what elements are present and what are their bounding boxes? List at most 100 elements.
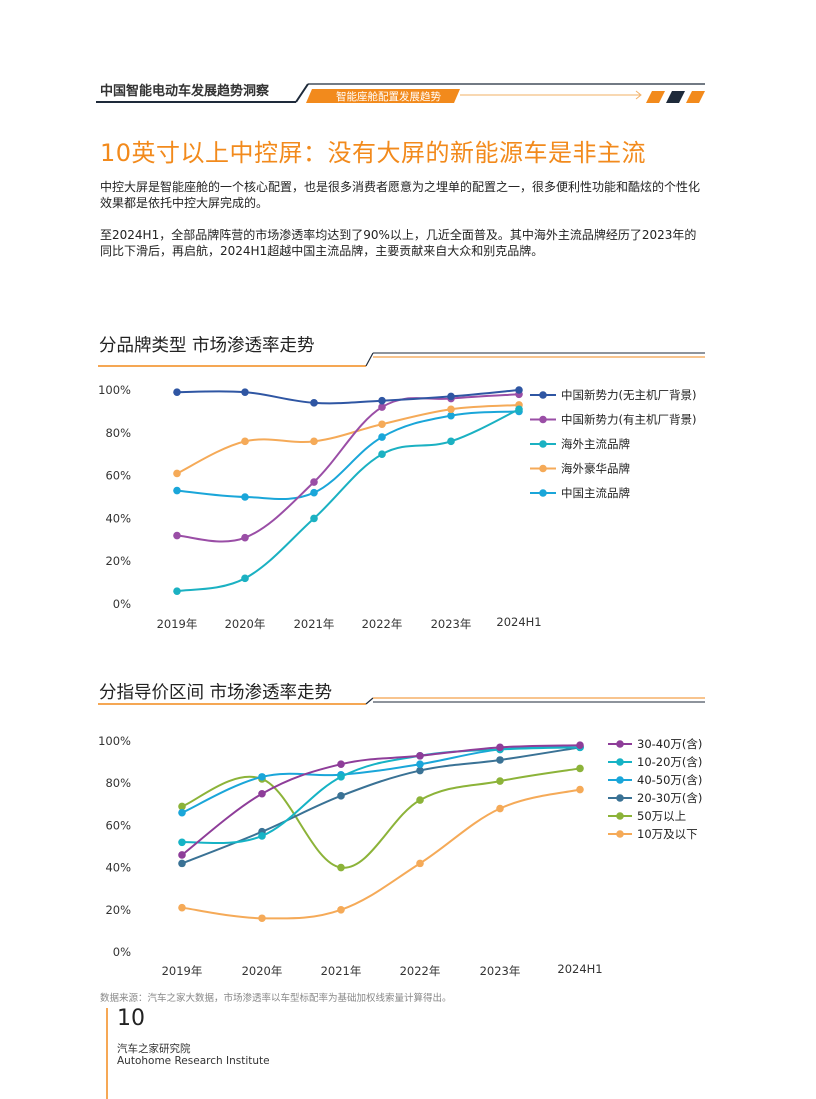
legend-label: 10-20万(含)	[637, 755, 702, 769]
data-point	[447, 411, 455, 420]
data-point	[241, 574, 249, 583]
legend-marker	[616, 740, 624, 748]
data-point	[447, 437, 455, 446]
y-tick-label: 20%	[105, 554, 131, 568]
data-point	[310, 437, 318, 446]
header-decoration	[96, 83, 705, 103]
summary-paragraph: 至2024H1，全部品牌阵营的市场渗透率均达到了90%以上，几近全面普及。其中海…	[100, 228, 697, 258]
data-point	[378, 420, 386, 429]
series-line	[176, 389, 520, 405]
data-point	[515, 405, 523, 414]
legend-marker	[616, 758, 624, 766]
y-tick-label: 20%	[105, 903, 131, 917]
org-name-en: Autohome Research Institute	[117, 1055, 270, 1067]
legend-label: 10万及以下	[637, 827, 698, 841]
x-tick-label: 2024H1	[557, 962, 602, 976]
y-tick-label: 80%	[105, 776, 131, 790]
data-point	[416, 766, 424, 775]
data-point	[310, 488, 318, 497]
legend-label: 中国主流品牌	[561, 486, 630, 500]
y-tick-label: 0%	[113, 597, 131, 611]
data-point	[178, 802, 186, 811]
legend-label: 海外豪华品牌	[561, 462, 630, 476]
data-point	[178, 903, 186, 912]
series-line	[181, 746, 581, 845]
data-point	[258, 914, 266, 923]
x-tick-label: 2021年	[294, 617, 335, 631]
data-point	[241, 493, 249, 501]
legend-marker	[616, 776, 624, 784]
series-line	[176, 408, 520, 593]
data-point	[337, 773, 345, 781]
legend-marker	[616, 794, 624, 802]
x-tick-label: 2020年	[225, 617, 266, 631]
data-point	[496, 743, 504, 752]
data-point	[337, 863, 345, 872]
data-point	[337, 760, 345, 769]
series-line	[176, 403, 520, 475]
legend-label: 海外主流品牌	[561, 437, 630, 451]
chart1-title-underline	[98, 352, 705, 367]
data-point	[378, 403, 386, 411]
data-point	[416, 796, 424, 804]
data-point	[173, 486, 181, 495]
data-point	[258, 832, 266, 840]
data-point	[241, 388, 249, 396]
y-tick-label: 60%	[105, 818, 131, 832]
data-point	[310, 399, 318, 407]
legend-marker	[539, 464, 547, 473]
data-point	[496, 804, 504, 813]
y-tick-label: 60%	[105, 469, 131, 483]
data-point	[241, 533, 249, 542]
chart2-title-underline	[98, 697, 705, 705]
legend-marker	[616, 830, 624, 838]
data-point	[496, 777, 504, 785]
data-point	[576, 764, 584, 773]
data-point	[178, 838, 186, 847]
page-number: 10	[117, 1006, 145, 1031]
data-point	[416, 859, 424, 868]
data-point	[310, 514, 318, 523]
intro-paragraph: 中控大屏是智能座舱的一个核心配置，也是很多消费者愿意为之埋单的配置之一，很多便利…	[100, 180, 701, 210]
stripe-icon	[646, 91, 665, 103]
data-point	[416, 760, 424, 769]
x-tick-label: 2019年	[157, 617, 198, 631]
data-point	[178, 851, 186, 859]
legend-marker	[616, 812, 624, 820]
data-point	[337, 792, 345, 800]
legend-label: 40-50万(含)	[637, 773, 702, 787]
y-tick-label: 40%	[105, 861, 131, 875]
header-tag-shape	[306, 89, 460, 103]
legend-label: 30-40万(含)	[637, 737, 702, 751]
x-tick-label: 2024H1	[496, 615, 541, 629]
x-tick-label: 2021年	[321, 964, 362, 978]
x-tick-label: 2019年	[162, 964, 203, 978]
data-point	[241, 437, 249, 446]
y-tick-label: 100%	[98, 734, 131, 748]
series-line	[181, 788, 581, 920]
legend-label: 中国新势力(有主机厂背景)	[561, 413, 696, 427]
y-tick-label: 0%	[113, 945, 131, 959]
data-point	[576, 785, 584, 794]
x-tick-label: 2023年	[431, 617, 472, 631]
page-title: 10英寸以上中控屏：没有大屏的新能源车是非主流	[100, 139, 647, 167]
source-note: 数据来源：汽车之家大数据，市场渗透率以车型标配率为基础加权线索量计算得出。	[100, 993, 452, 1004]
legend-marker	[539, 391, 547, 399]
y-tick-label: 40%	[105, 511, 131, 525]
header-tag: 智能座舱配置发展趋势	[336, 91, 441, 103]
x-tick-label: 2023年	[480, 964, 521, 978]
x-tick-label: 2020年	[242, 964, 283, 978]
y-tick-label: 100%	[98, 383, 131, 397]
data-point	[496, 756, 504, 764]
legend-label: 50万以上	[637, 809, 686, 823]
data-point	[378, 450, 386, 459]
x-tick-label: 2022年	[362, 617, 403, 631]
data-point	[515, 386, 523, 394]
data-point	[173, 388, 181, 396]
data-point	[447, 392, 455, 401]
org-name-cn: 汽车之家研究院	[117, 1043, 191, 1055]
data-point	[173, 469, 181, 478]
data-point	[178, 808, 186, 817]
